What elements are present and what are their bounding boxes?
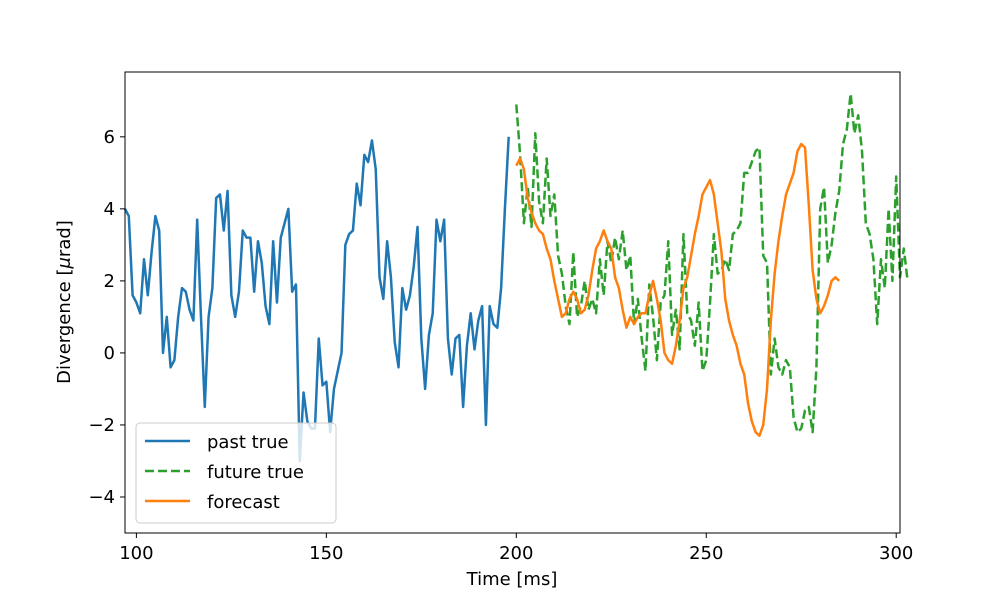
y-tick-label: 2 <box>104 271 115 292</box>
y-axis-label: Divergence [μrad] <box>54 220 75 384</box>
x-axis: 100 150 200 250 300 <box>119 533 913 564</box>
series-line-3 <box>515 142 841 438</box>
y-axis: −4 −2 0 2 4 6 <box>88 127 125 508</box>
legend-label-3: forecast <box>207 492 280 513</box>
x-axis-label: Time [ms] <box>466 569 558 590</box>
series-line-2 <box>515 92 909 434</box>
x-tick-label: 300 <box>879 543 913 564</box>
legend-label-1: past true <box>207 432 289 453</box>
x-tick-label: 200 <box>499 543 533 564</box>
y-axis-label-symbol: μ <box>54 257 75 269</box>
legend-label-2: future true <box>207 462 304 483</box>
plot-frame <box>124 71 901 534</box>
x-tick-label: 150 <box>309 543 343 564</box>
series-layer <box>123 92 909 463</box>
x-tick-label: 250 <box>689 543 723 564</box>
legend-box <box>135 422 337 524</box>
y-axis-label-suffix: rad] <box>54 220 75 257</box>
y-tick-label: 6 <box>104 127 115 148</box>
y-tick-label: −4 <box>88 487 115 508</box>
y-axis-label-prefix: Divergence [ <box>54 269 75 384</box>
y-tick-label: 4 <box>104 199 115 220</box>
legend: past true future true forecast <box>135 422 337 524</box>
series-line-1 <box>123 136 510 463</box>
x-tick-label: 100 <box>119 543 153 564</box>
y-tick-label: −2 <box>88 415 115 436</box>
y-tick-label: 0 <box>104 343 115 364</box>
